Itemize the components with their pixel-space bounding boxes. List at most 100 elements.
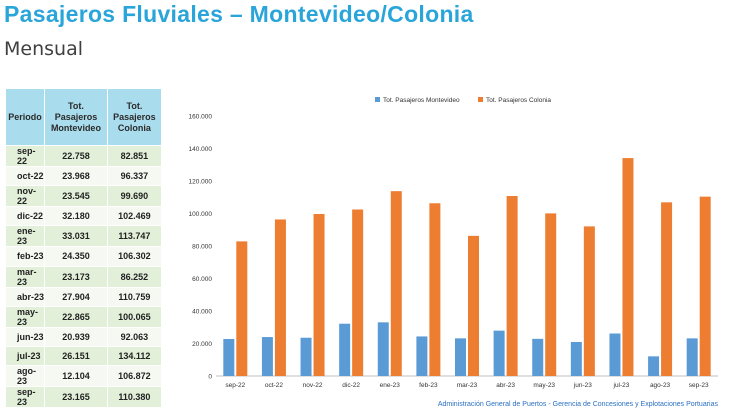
page-subtitle: Mensual: [4, 38, 83, 60]
x-tick-label: ene-23: [380, 382, 401, 389]
cell-montevideo: 26.151: [44, 345, 108, 367]
y-tick-label: 80.000: [192, 244, 212, 251]
legend-swatch: [478, 97, 483, 102]
y-tick-label: 140.000: [189, 146, 213, 153]
cell-periodo: sep-23: [4, 386, 46, 409]
table-header-row: Periodo Tot. Pasajeros Montevideo Tot. P…: [4, 88, 163, 146]
cell-periodo: jun-23: [4, 326, 46, 347]
cell-colonia: 113.747: [106, 225, 163, 248]
bar-montevideo: [416, 336, 428, 376]
cell-colonia: 99.690: [106, 185, 163, 208]
cell-periodo: feb-23: [4, 246, 46, 267]
cell-colonia: 86.252: [106, 265, 163, 288]
bar-colonia: [545, 213, 557, 376]
bar-montevideo: [455, 338, 466, 376]
cell-periodo: ene-23: [4, 225, 46, 248]
bar-colonia: [661, 202, 673, 376]
cell-periodo: ago-23: [4, 365, 46, 388]
table-row: sep-23 23.165 110.380: [4, 386, 163, 409]
y-tick-label: 20.000: [192, 341, 212, 348]
x-tick-label: may-23: [533, 382, 555, 389]
bar-montevideo: [570, 341, 582, 376]
cell-colonia: 96.337: [106, 165, 163, 187]
bar-montevideo: [300, 337, 312, 376]
table-row: oct-22 23.968 96.337: [4, 165, 163, 187]
page-title: Pasajeros Fluviales – Montevideo/Colonia: [4, 1, 474, 27]
cell-montevideo: 23.545: [44, 185, 108, 208]
cell-colonia: 134.112: [106, 345, 163, 367]
table-row: feb-23 24.350 106.302: [4, 246, 163, 267]
cell-periodo: mar-23: [4, 265, 46, 288]
bar-montevideo: [377, 322, 389, 376]
x-tick-label: sep-23: [689, 382, 709, 389]
bar-colonia: [468, 235, 479, 376]
table-row: ene-23 33.031 113.747: [4, 225, 163, 248]
y-tick-label: 0: [208, 374, 212, 381]
table-row: may-23 22.865 100.065: [4, 305, 163, 328]
cell-periodo: nov-22: [4, 185, 46, 208]
cell-montevideo: 23.968: [44, 165, 108, 187]
cell-montevideo: 23.173: [44, 265, 108, 288]
y-tick-label: 100.000: [189, 211, 213, 218]
y-tick-label: 40.000: [192, 309, 212, 316]
x-tick-label: dic-22: [342, 382, 360, 389]
table-row: abr-23 27.904 110.759: [4, 286, 163, 307]
cell-periodo: abr-23: [4, 286, 46, 307]
bar-chart: 0 20.000 40.000 60.000 80.000 100.000 120.000 1…: [189, 97, 718, 389]
cell-periodo: sep-22: [4, 145, 46, 167]
table-row: mar-23 23.173 86.252: [4, 265, 163, 288]
cell-colonia: 102.469: [106, 206, 163, 227]
x-tick-label: mar-23: [457, 382, 478, 389]
bar-montevideo: [223, 339, 235, 376]
bar-colonia: [622, 158, 634, 376]
legend-label: Tot. Pasajeros Montevideo: [383, 97, 460, 104]
y-tick-label: 60.000: [192, 276, 212, 283]
bar-colonia: [506, 196, 518, 376]
bar-montevideo: [648, 356, 660, 376]
bar-colonia: [352, 209, 364, 376]
legend-swatch: [375, 97, 380, 102]
x-tick-label: nov-22: [303, 382, 323, 389]
cell-montevideo: 33.031: [44, 225, 108, 248]
table-row: dic-22 32.180 102.469: [4, 206, 163, 227]
table-row: jun-23 20.939 92.063: [4, 326, 163, 347]
cell-periodo: jul-23: [4, 345, 46, 367]
cell-montevideo: 32.180: [44, 206, 108, 227]
cell-colonia: 100.065: [106, 305, 163, 328]
x-tick-label: feb-23: [419, 382, 438, 389]
x-tick-label: ago-23: [650, 382, 671, 389]
table-row: jul-23 26.151 134.112: [4, 345, 163, 367]
cell-montevideo: 24.350: [44, 246, 108, 267]
bar-colonia: [699, 196, 711, 376]
bar-montevideo: [686, 338, 698, 376]
bar-montevideo: [532, 338, 544, 376]
cell-periodo: may-23: [4, 305, 46, 328]
cell-colonia: 110.380: [106, 386, 163, 409]
bar-colonia: [429, 203, 441, 376]
header-montevideo: Tot. Pasajeros Montevideo: [44, 88, 108, 146]
cell-montevideo: 12.104: [44, 365, 108, 388]
cell-colonia: 106.302: [106, 246, 163, 267]
bar-colonia: [583, 226, 595, 376]
cell-colonia: 82.851: [106, 145, 163, 167]
y-tick-label: 160.000: [189, 114, 213, 121]
bar-montevideo: [339, 323, 351, 376]
bar-colonia: [236, 241, 248, 376]
cell-colonia: 110.759: [106, 286, 163, 307]
cell-periodo: dic-22: [4, 206, 46, 227]
cell-montevideo: 22.865: [44, 305, 108, 328]
x-tick-label: oct-22: [265, 382, 283, 389]
passengers-table: Periodo Tot. Pasajeros Montevideo Tot. P…: [4, 88, 163, 409]
x-tick-label: jul-23: [613, 382, 630, 389]
table-body: sep-22 22.758 82.851 oct-22 23.968 96.337 nov-…: [4, 145, 163, 409]
legend-label: Tot. Pasajeros Colonia: [486, 97, 551, 104]
y-tick-label: 120.000: [189, 179, 213, 186]
cell-montevideo: 22.758: [44, 145, 108, 167]
x-tick-label: sep-22: [225, 382, 245, 389]
bar-montevideo: [261, 337, 273, 376]
footer-credit: Administración General de Puertos - Gere…: [437, 401, 718, 408]
bar-montevideo: [493, 330, 505, 376]
cell-colonia: 92.063: [106, 326, 163, 347]
x-tick-label: jun-23: [573, 382, 592, 389]
table-row: nov-22 23.545 99.690: [4, 185, 163, 208]
